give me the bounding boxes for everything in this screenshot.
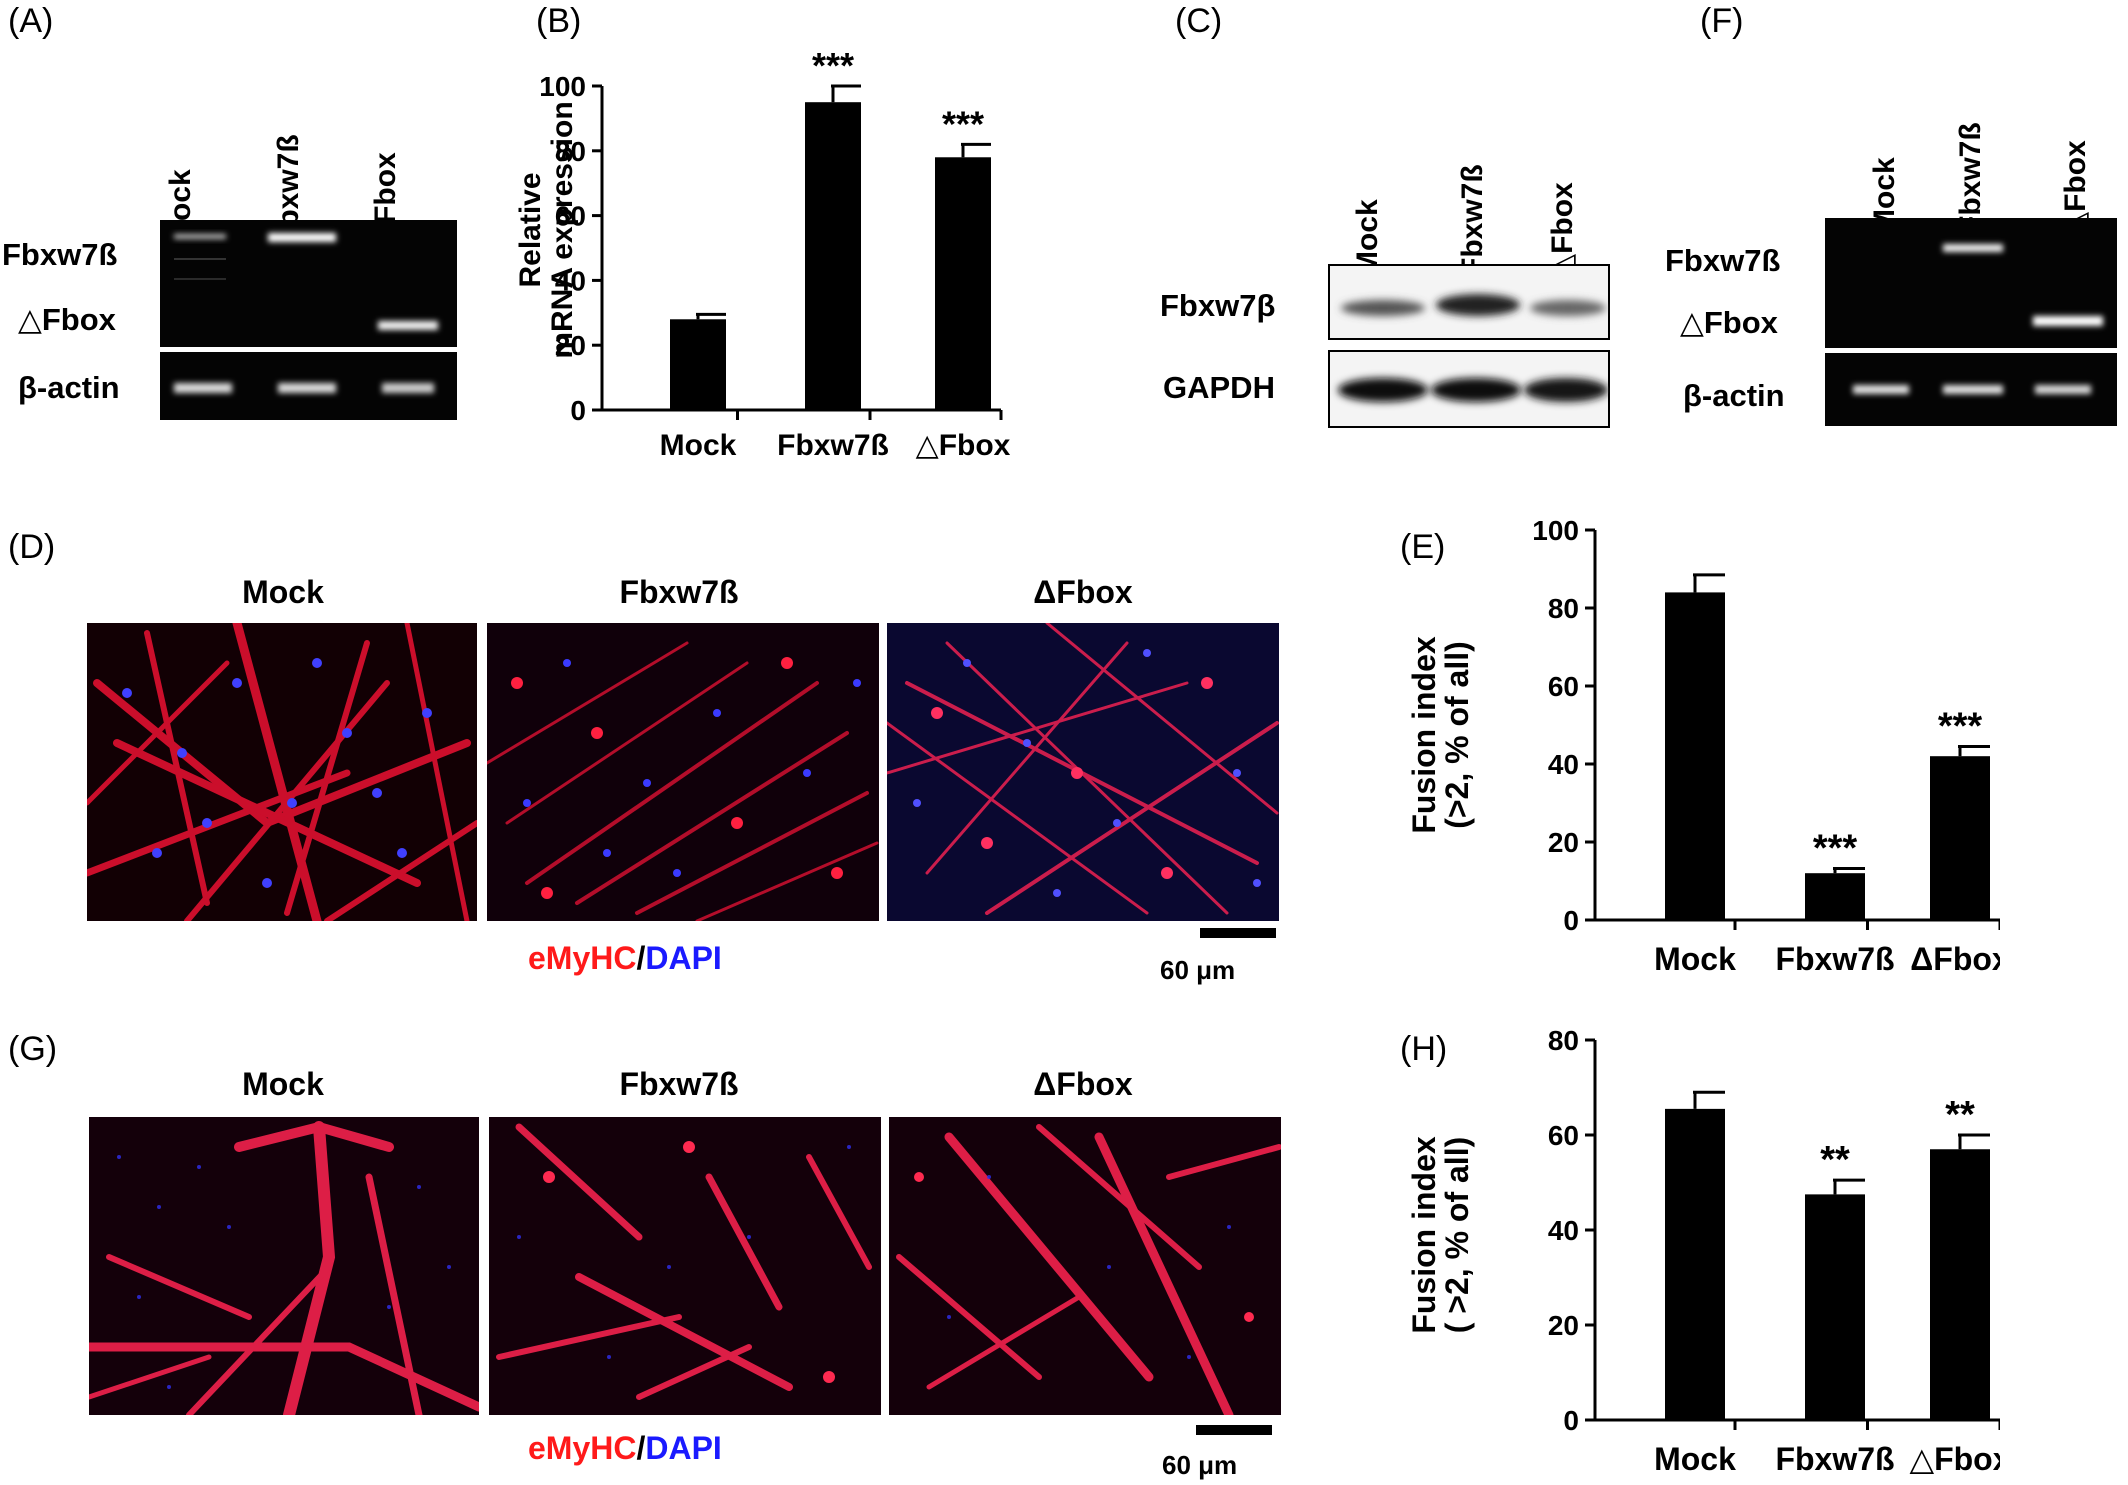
row-label-dfbox: △Fbox: [1680, 305, 1778, 340]
micrograph-d-dfbox: [887, 623, 1279, 921]
panel-label-f: (F): [1700, 2, 1744, 40]
y-tick-label: 20: [555, 330, 586, 361]
category-label: △Fbox: [1909, 1441, 2000, 1477]
category-label: Fbxw7ß: [1775, 941, 1894, 977]
panel-label-g: (G): [8, 1030, 58, 1068]
y-axis-label: ( >2, % of all): [1439, 1137, 1475, 1333]
row-label-dfbox: △Fbox: [18, 302, 116, 337]
y-tick-label: 40: [1548, 1215, 1579, 1246]
scale-bar-d: [1200, 928, 1276, 938]
row-label-beta-actin: β-actin: [1683, 378, 1785, 413]
micrograph-g-dfbox: [889, 1117, 1281, 1415]
scale-bar-g: [1196, 1425, 1272, 1435]
y-tick-label: 100: [539, 71, 586, 102]
panel-label-e: (E): [1400, 528, 1446, 566]
bar: [1930, 756, 1990, 920]
bar: [1805, 1194, 1865, 1420]
scale-label-g: 60 μm: [1162, 1450, 1238, 1480]
category-label: ΔFbox: [1910, 941, 2000, 977]
category-label: Fbxw7ß: [777, 429, 889, 462]
image-title-fbxw7b: Fbxw7ß: [619, 574, 739, 610]
panel-label-a: (A): [8, 2, 54, 40]
bar: [1805, 873, 1865, 920]
category-label: Mock: [1654, 941, 1736, 977]
bar: [1665, 1108, 1725, 1420]
image-title-dfbox: ΔFbox: [1033, 1066, 1133, 1102]
bar: [670, 319, 726, 410]
micrograph-g-mock: [89, 1117, 479, 1415]
bar-chart-e: 0 20 40 60 80 100 Fusion index(>2, % of all) Mo…: [1406, 515, 2000, 977]
stain-separator: /: [636, 940, 646, 976]
panel-label-h: (H): [1400, 1030, 1448, 1068]
y-tick-label: 0: [570, 395, 586, 426]
y-axis-label: Fusion index: [1406, 1136, 1442, 1334]
image-title-mock: Mock: [242, 1066, 324, 1102]
row-label-gapdh: GAPDH: [1163, 370, 1275, 405]
lane-label-fbxw7b: Fbxw7ß: [1456, 164, 1489, 276]
y-tick-label: 40: [1548, 749, 1579, 780]
significance-label: ***: [1938, 705, 1983, 747]
image-title-dfbox: ΔFbox: [1033, 574, 1133, 610]
y-tick-label: 60: [555, 201, 586, 232]
gel-image-a: [160, 220, 457, 420]
row-label-fbxw7b: Fbxw7ß: [2, 237, 118, 272]
lane-label-dfbox: △Fbox: [1546, 182, 1579, 277]
micrograph-d-mock: [87, 623, 477, 921]
y-tick-label: 40: [555, 265, 586, 296]
stain-legend-g: eMyHC/DAPI: [528, 1430, 722, 1467]
y-tick-label: 80: [1548, 593, 1579, 624]
y-tick-label: 0: [1563, 1405, 1579, 1436]
y-tick-label: 60: [1548, 671, 1579, 702]
bar: [1665, 592, 1725, 920]
stain-dapi: DAPI: [645, 1430, 722, 1466]
row-label-beta-actin: β-actin: [18, 370, 120, 405]
y-tick-label: 20: [1548, 1310, 1579, 1341]
panel-label-d: (D): [8, 528, 56, 566]
y-tick-label: 20: [1548, 827, 1579, 858]
image-title-fbxw7b: Fbxw7ß: [619, 1066, 739, 1102]
category-label: Fbxw7ß: [1775, 1441, 1894, 1477]
blot-image-c: [1328, 264, 1610, 428]
category-label: Mock: [1654, 1441, 1736, 1477]
row-label-fbxw7b: Fbxw7ß: [1665, 243, 1781, 278]
stain-legend-d: eMyHC/DAPI: [528, 940, 722, 977]
micrograph-d-fbxw7b: [487, 623, 879, 921]
y-tick-label: 60: [1548, 1120, 1579, 1151]
bar-chart-h: 0 20 40 60 80 Fusion index( >2, % of all) Mock…: [1406, 1025, 2000, 1477]
gel-image-f: [1825, 218, 2117, 426]
y-tick-label: 100: [1532, 515, 1579, 546]
bar-chart-b: 0 20 40 60 80 100 Relative mRNA expression Mock *…: [514, 45, 1011, 462]
significance-label: **: [1945, 1094, 1975, 1136]
panel-label-c: (C): [1175, 2, 1223, 40]
bar: [805, 102, 861, 410]
y-axis-label: Relative: [514, 172, 547, 287]
y-tick-label: 80: [1548, 1025, 1579, 1056]
significance-label: ***: [1813, 828, 1858, 870]
stain-separator: /: [636, 1430, 646, 1466]
category-label: Mock: [660, 429, 737, 462]
micrograph-g-fbxw7b: [489, 1117, 881, 1415]
bar: [1930, 1149, 1990, 1420]
significance-label: ***: [812, 45, 854, 86]
significance-label: ***: [942, 103, 984, 144]
y-axis-label: Fusion index: [1406, 636, 1442, 834]
y-axis-label: mRNA expression: [546, 101, 579, 358]
panel-label-b: (B): [536, 2, 582, 40]
row-label-fbxw7b: Fbxw7β: [1160, 288, 1276, 323]
bar: [935, 157, 991, 410]
significance-label: **: [1820, 1139, 1850, 1181]
scale-label-d: 60 μm: [1160, 955, 1236, 985]
stain-emyhc: eMyHC: [528, 1430, 637, 1466]
image-title-mock: Mock: [242, 574, 324, 610]
y-tick-label: 0: [1563, 905, 1579, 936]
y-axis-label: (>2, % of all): [1439, 641, 1475, 829]
category-label: △Fbox: [916, 429, 1011, 462]
stain-dapi: DAPI: [645, 940, 722, 976]
stain-emyhc: eMyHC: [528, 940, 637, 976]
y-tick-label: 80: [555, 136, 586, 167]
